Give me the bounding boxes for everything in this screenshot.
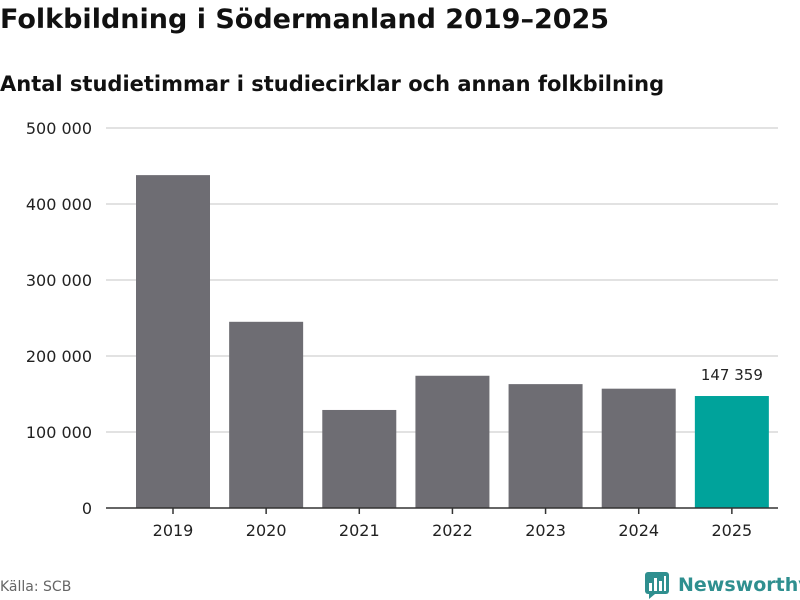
- brand-logo: Newsworthy: [644, 570, 800, 600]
- bar: [322, 409, 397, 508]
- y-tick-label: 400 000: [26, 195, 92, 214]
- y-tick-label: 100 000: [26, 423, 92, 442]
- bar: [694, 396, 769, 508]
- x-tick-label: 2024: [618, 521, 659, 540]
- bar: [415, 375, 490, 508]
- bar: [229, 321, 304, 508]
- y-tick-label: 200 000: [26, 347, 92, 366]
- bar-chart: 0 100 000 200 000 300 000 400 000 500 000 2019…: [26, 119, 778, 540]
- newsworthy-logo-icon: [645, 572, 669, 599]
- y-tick-label: 500 000: [26, 119, 92, 138]
- bar: [508, 384, 583, 508]
- y-tick-label: 0: [82, 499, 92, 518]
- y-tick-label: 300 000: [26, 271, 92, 290]
- chart-subtitle: Antal studietimmar i studiecirklar och a…: [0, 72, 665, 96]
- bar: [601, 388, 676, 508]
- source-note: Källa: SCB: [0, 579, 72, 595]
- chart-title: Folkbildning i Södermanland 2019–2025: [0, 4, 610, 35]
- bar: [136, 175, 210, 508]
- x-tick-label: 2025: [711, 521, 752, 540]
- x-tick-label: 2023: [525, 521, 566, 540]
- brand-name: Newsworthy: [678, 574, 800, 596]
- x-tick-label: 2022: [432, 521, 473, 540]
- x-tick-label: 2021: [339, 521, 380, 540]
- x-tick-label: 2019: [153, 521, 194, 540]
- data-label: 147 359: [701, 366, 763, 384]
- x-tick-label: 2020: [246, 521, 287, 540]
